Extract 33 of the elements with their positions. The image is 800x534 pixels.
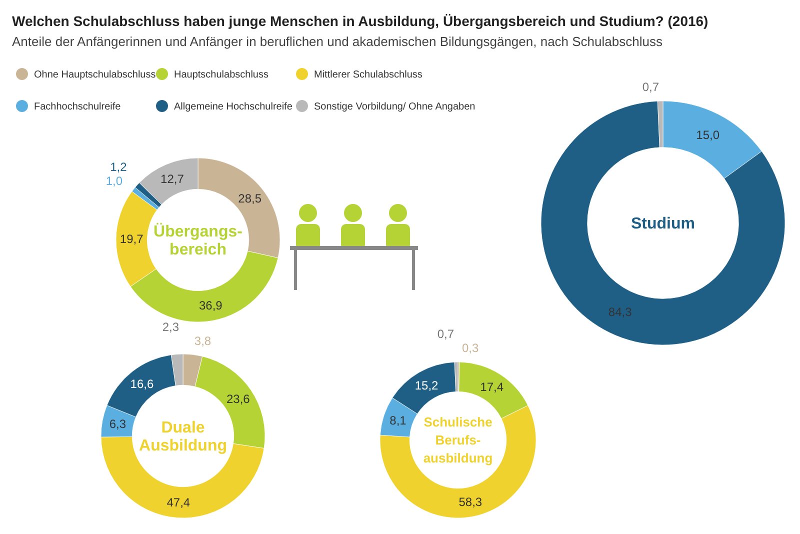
data-label: 0,7: [642, 80, 660, 94]
data-label: 16,6: [130, 376, 154, 391]
legend-label: Fachhochschulreife: [34, 102, 122, 112]
text: Schulische Berufs-ausbildung: [423, 414, 493, 466]
legend-label: Ohne Hauptschulabschluss: [34, 70, 156, 80]
chart-title: Welchen Schulabschluss haben junge Menschen in Ausbildung, Übergangsbereich und Studium? (2016): [12, 13, 708, 29]
text: Duale Ausbildung: [139, 420, 227, 455]
legend-label: Sonstige Vorbildung/ Ohne Angaben: [314, 102, 476, 112]
data-label: 23,6: [226, 392, 250, 406]
legend-label: Mittlerer Schulabschluss: [314, 70, 422, 80]
data-label: 15,0: [696, 128, 720, 142]
legend-label: Allgemeine Hochschulreife: [174, 102, 293, 112]
data-label: 84,3: [608, 305, 632, 320]
data-label: 1,2: [110, 160, 128, 174]
data-label: 15,2: [414, 378, 439, 392]
data-label: 12,7: [160, 172, 184, 186]
text: Studium: [631, 216, 695, 233]
legend-label: Hauptschulabschluss: [174, 70, 268, 80]
data-label: 19,7: [120, 232, 144, 246]
text: Übergangs-bereich: [154, 222, 242, 259]
data-label: 0,7: [437, 327, 454, 342]
data-label: 6,3: [109, 416, 126, 431]
data-label: 47,4: [166, 495, 190, 510]
data-label: 8,1: [390, 413, 407, 428]
data-label: 36,9: [198, 298, 223, 312]
data-label: 28,5: [238, 192, 262, 206]
data-label: 17,4: [480, 380, 504, 394]
data-label: 3,8: [194, 334, 212, 348]
data-label: 58,3: [458, 495, 482, 510]
chart-subtitle: Anteile der Anfängerinnen und Anfänger in beruflichen und akademischen Bildungsgängen, nach Schulabschluss: [12, 34, 663, 49]
data-label: 0,3: [462, 341, 480, 356]
data-label: 1,0: [106, 174, 123, 188]
data-label: 2,3: [162, 320, 180, 334]
